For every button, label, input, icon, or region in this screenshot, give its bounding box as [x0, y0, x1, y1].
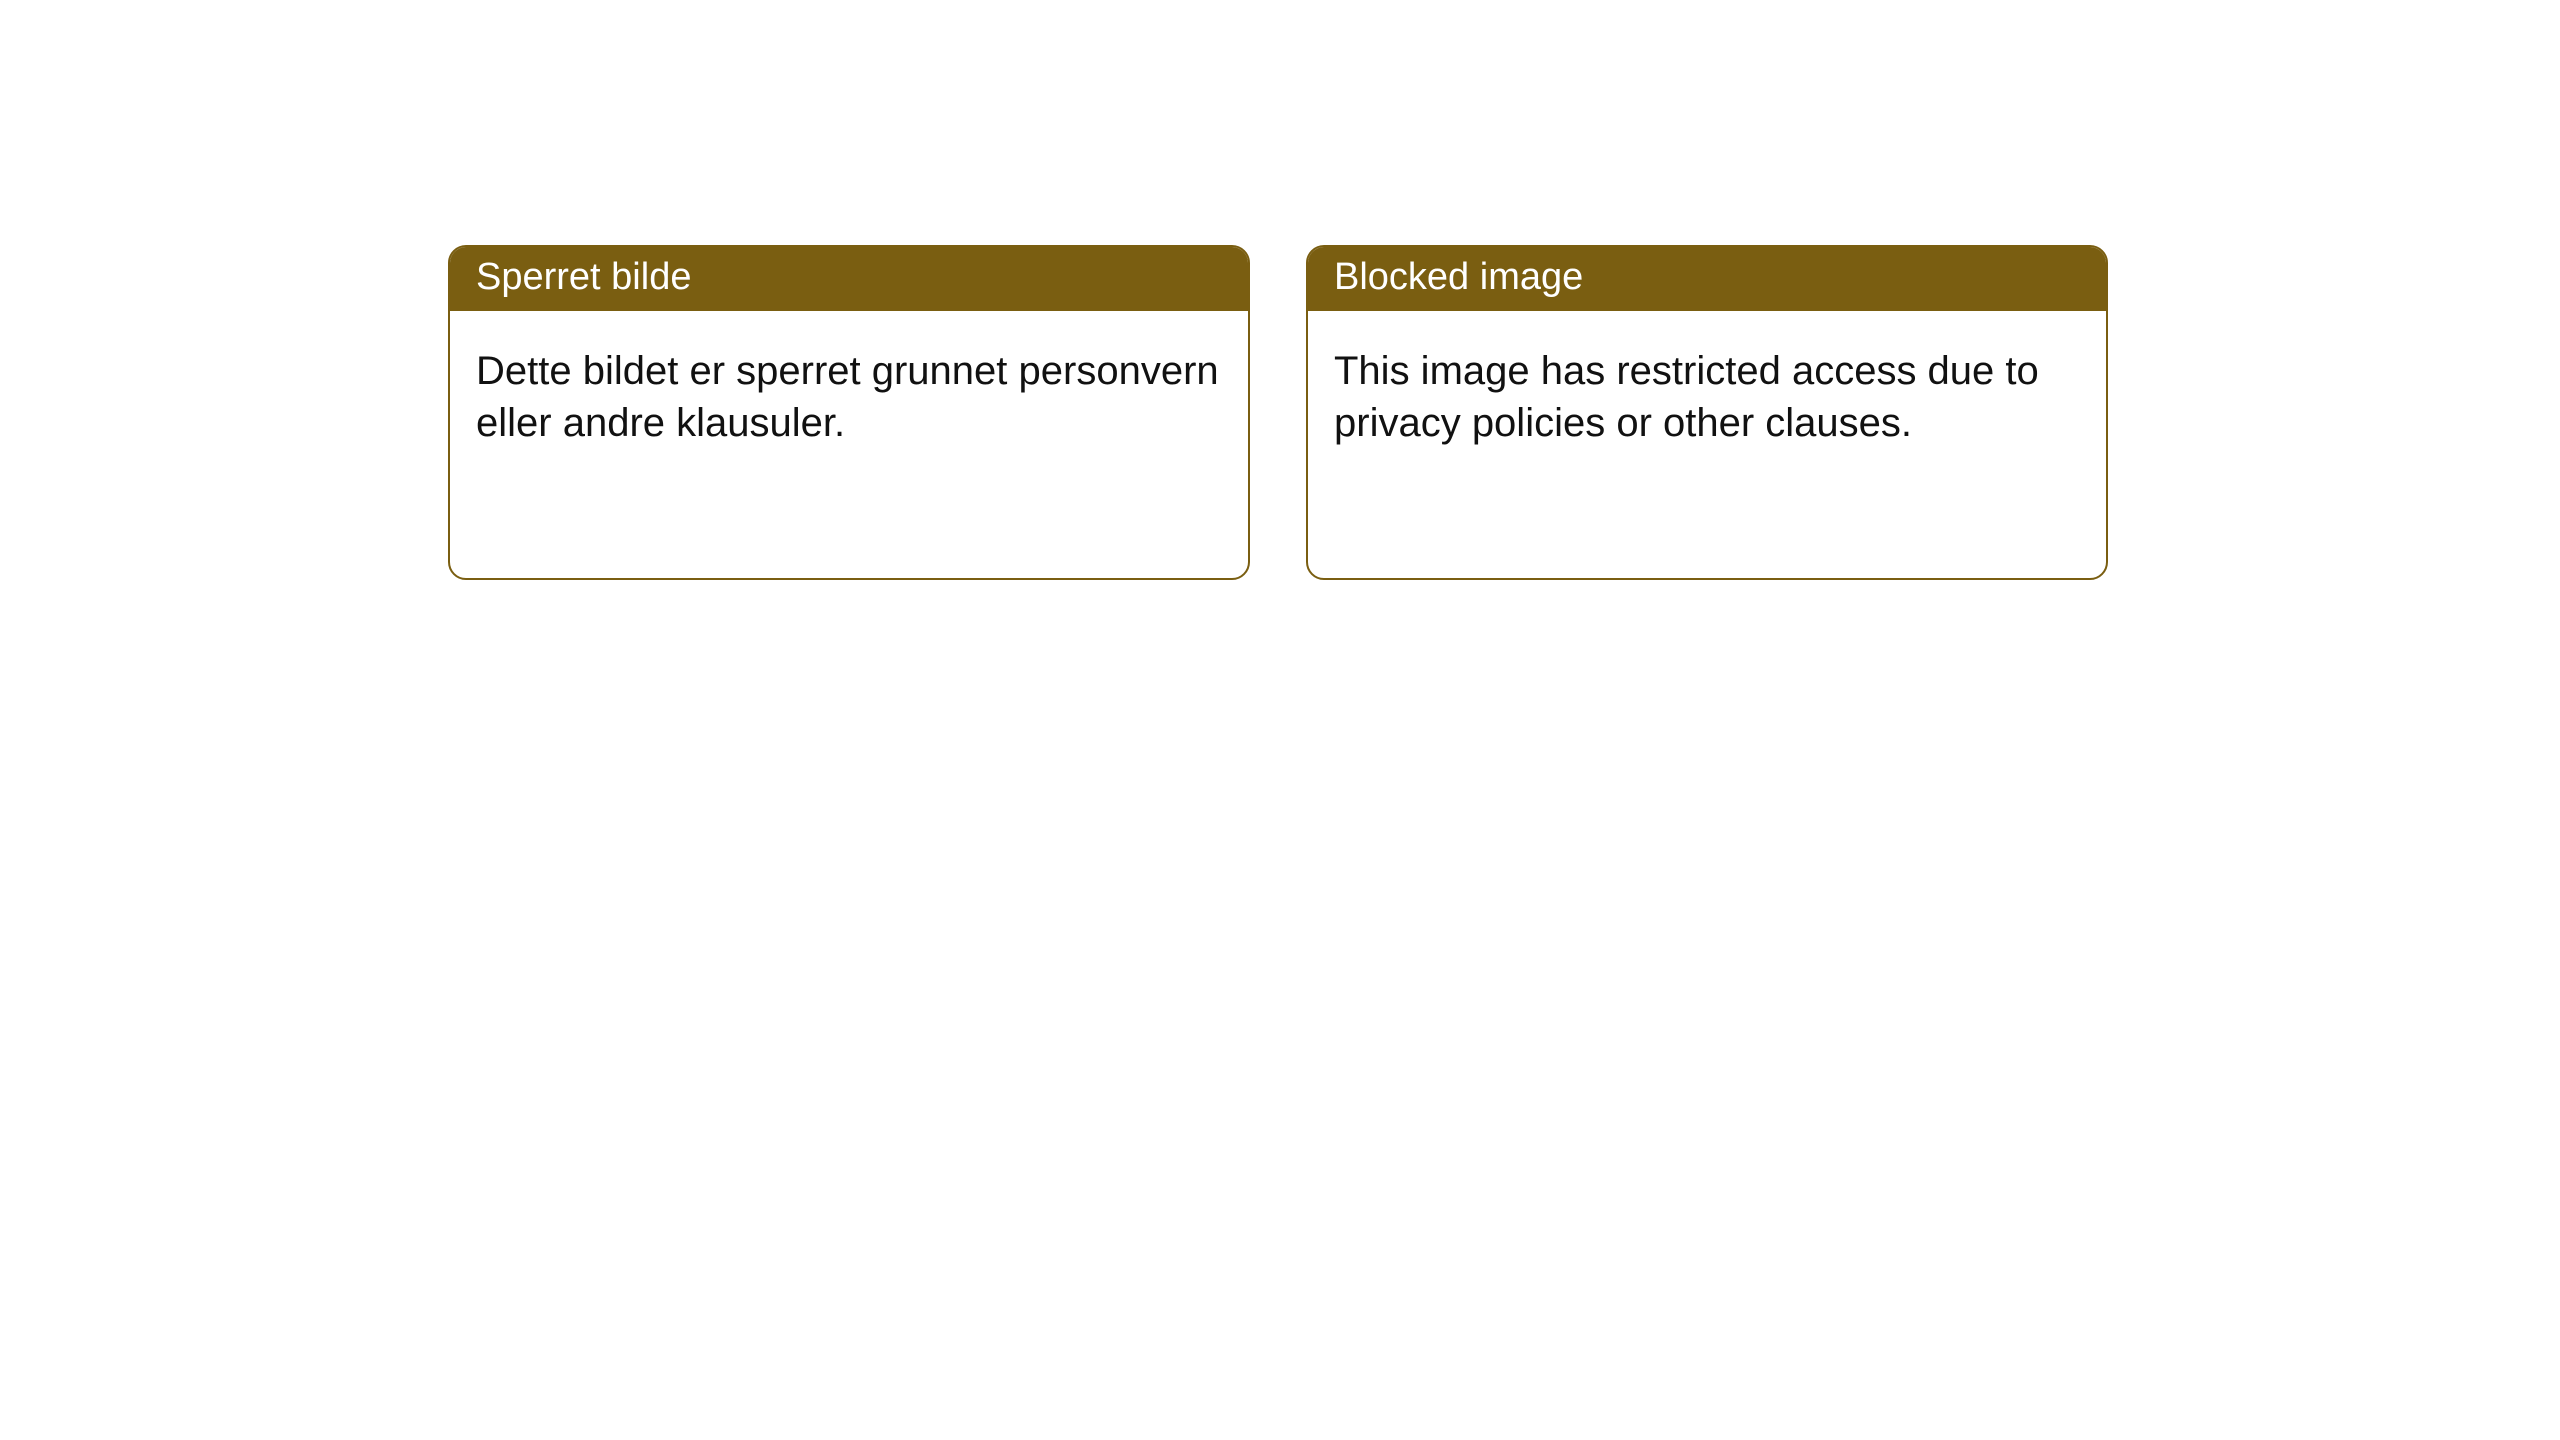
- notice-body: This image has restricted access due to …: [1308, 311, 2106, 483]
- notice-card-english: Blocked image This image has restricted …: [1306, 245, 2108, 580]
- notice-container: Sperret bilde Dette bildet er sperret gr…: [0, 0, 2560, 580]
- notice-header: Sperret bilde: [450, 247, 1248, 311]
- notice-card-norwegian: Sperret bilde Dette bildet er sperret gr…: [448, 245, 1250, 580]
- notice-body: Dette bildet er sperret grunnet personve…: [450, 311, 1248, 483]
- notice-header: Blocked image: [1308, 247, 2106, 311]
